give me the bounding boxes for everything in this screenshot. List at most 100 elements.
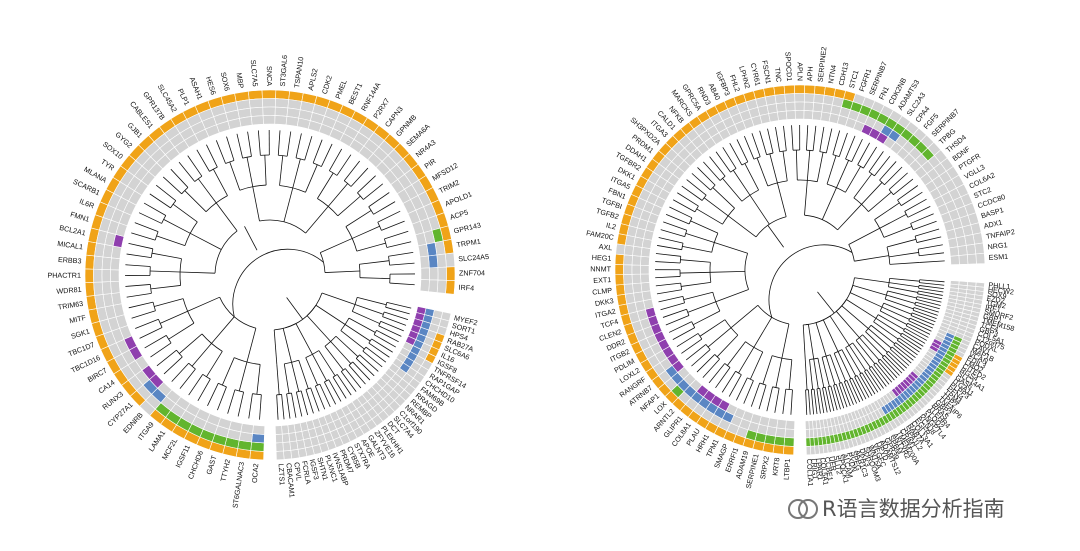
left-lower-dendrogram-branch [348, 365, 366, 385]
left-upper-cell-orange-20 [84, 268, 94, 283]
right-lower-dendrogram-branch [849, 379, 861, 403]
right-upper-dendrogram-branch [727, 215, 757, 238]
right-upper-dendrogram-branch [714, 242, 748, 254]
left-lower-cell-blue-30 [281, 433, 291, 443]
left-upper-dendrogram-branch [179, 333, 203, 354]
right-upper-cell-blue-56 [803, 101, 815, 112]
right-upper-dendrogram-branch [672, 199, 696, 213]
left-upper-gene-label-25: IL6R [78, 197, 95, 211]
right-upper-dendrogram-branch [655, 276, 681, 279]
right-lower-dendrogram-branch [910, 315, 935, 326]
right-upper-dendrogram-arc [694, 205, 699, 213]
right-lower-dendrogram-arc [854, 375, 858, 378]
right-lower-dendrogram-branch [856, 375, 870, 398]
left-upper-dendrogram-branch [359, 260, 390, 265]
right-upper-dendrogram-branch [795, 150, 798, 181]
right-lower-dendrogram-branch [891, 346, 912, 364]
left-upper-dendrogram-branch [377, 210, 401, 223]
left-upper-cell-orange-0 [249, 450, 265, 461]
right-lower-dendrogram-branch [914, 304, 939, 313]
right-upper-dendrogram-branch [697, 167, 716, 186]
left-upper-dendrogram-branch [327, 183, 348, 207]
right-lower-dendrogram-branch [817, 358, 825, 388]
right-upper-dendrogram-branch [753, 317, 773, 348]
right-upper-cell-green-56 [804, 93, 815, 103]
left-upper-dendrogram-arc [150, 248, 154, 258]
right-upper-cell-green-81 [965, 243, 977, 256]
right-upper-dendrogram-branch [702, 358, 720, 378]
right-upper-dendrogram-branch [836, 160, 849, 188]
left-upper-dendrogram-branch [126, 292, 152, 298]
left-upper-dendrogram-branch [163, 356, 183, 375]
left-lower-dendrogram-branch [291, 362, 300, 392]
left-upper-dendrogram-branch [156, 235, 186, 247]
left-upper-dendrogram-branch [187, 155, 203, 177]
left-upper-gene-label-41: SNCA [265, 66, 274, 86]
right-lower-dendrogram-branch [821, 357, 830, 387]
right-lower-dendrogram-branch [906, 325, 929, 338]
left-upper-dendrogram-branch [356, 242, 386, 252]
right-lower-dendrogram-branch [813, 389, 818, 415]
left-upper-gene-label-45: CDK2 [320, 74, 334, 95]
right-lower-dendrogram-arc [882, 355, 885, 358]
right-upper-dendrogram-arc [691, 321, 696, 328]
right-lower-dendrogram-branch [916, 298, 941, 306]
right-upper-dendrogram-arc [684, 230, 688, 237]
left-upper-dendrogram-arc [225, 160, 235, 164]
right-upper-dendrogram-branch [687, 301, 716, 313]
left-upper-gene-label-44: APLS2 [306, 68, 320, 92]
left-upper-gene-label-37: HES6 [204, 75, 218, 96]
left-lower-dendrogram-branch [321, 292, 356, 305]
left-upper-cell-purple-40 [250, 115, 264, 126]
right-lower-cell-green-61 [805, 437, 811, 447]
left-upper-cell-purple-41 [262, 115, 276, 125]
right-upper-cell-orange-1 [772, 444, 785, 455]
left-upper-dendrogram-arc [209, 166, 218, 172]
right-lower-dendrogram-branch [889, 278, 920, 282]
right-upper-dendrogram-branch [735, 377, 748, 401]
right-upper-cell-blue-0 [784, 428, 795, 439]
right-upper-dendrogram-branch [709, 156, 726, 177]
left-upper-dendrogram-branch [150, 270, 181, 273]
right-upper-dendrogram-branch [819, 126, 825, 152]
left-lower-dendrogram-branch [359, 354, 379, 372]
left-lower-cell-orange-31 [275, 450, 285, 461]
right-upper-dendrogram-branch [914, 228, 940, 237]
right-lower-dendrogram-branch [841, 382, 851, 407]
left-lower-gene-label-28: FCRLA [300, 460, 313, 485]
right-lower-dendrogram-branch [813, 358, 819, 389]
right-upper-cell-blue-82 [958, 254, 969, 265]
right-lower-gene-label-58: COL5A1 [818, 457, 830, 485]
left-upper-gene-label-59: GPR143 [453, 220, 482, 235]
left-upper-cell-purple-0 [252, 424, 266, 435]
right-upper-dendrogram-arc [904, 211, 909, 218]
right-upper-cell-green-55 [794, 93, 805, 103]
left-upper-dendrogram-branch [363, 183, 384, 200]
right-lower-dendrogram-branch [897, 339, 918, 356]
left-upper-dendrogram-branch [134, 222, 159, 233]
left-upper-gene-label-1: ST6GALNAC3 [230, 461, 246, 509]
right-lower-dendrogram-branch [841, 349, 857, 377]
left-upper-gene-label-2: TTYH2 [218, 458, 232, 482]
right-upper-cell-purple-27 [640, 264, 650, 275]
right-upper-dendrogram-root-arc [768, 244, 853, 318]
right-lower-gene-label-2: SOX9 [987, 289, 1007, 300]
left-upper-dendrogram-branch [211, 316, 235, 344]
right-upper-cell-green-26 [623, 274, 633, 285]
left-lower-gene-label-27: IGSF3 [308, 458, 321, 480]
right-upper-gene-label-58: NTN4 [826, 64, 838, 84]
right-upper-cell-purple-1 [776, 419, 787, 430]
right-lower-gene-label-61: COL1A1 [805, 459, 815, 487]
left-upper-dendrogram-branch [135, 318, 159, 329]
watermark-text: R语言数据分析指南 [822, 497, 1005, 521]
left-upper-dendrogram-arc [165, 335, 172, 344]
right-upper-dendrogram-branch [901, 191, 923, 206]
left-upper-dendrogram-branch [149, 193, 171, 209]
left-upper-cell-orange-62 [446, 266, 456, 281]
right-upper-gene-label-26: EXT1 [593, 275, 611, 285]
right-upper-dendrogram-arc [797, 179, 818, 183]
left-lower-cell-blue-29 [288, 432, 297, 443]
left-upper-dendrogram-branch [155, 184, 177, 201]
right-upper-cell-orange-25 [615, 284, 626, 296]
right-upper-dendrogram-arc [741, 189, 759, 202]
